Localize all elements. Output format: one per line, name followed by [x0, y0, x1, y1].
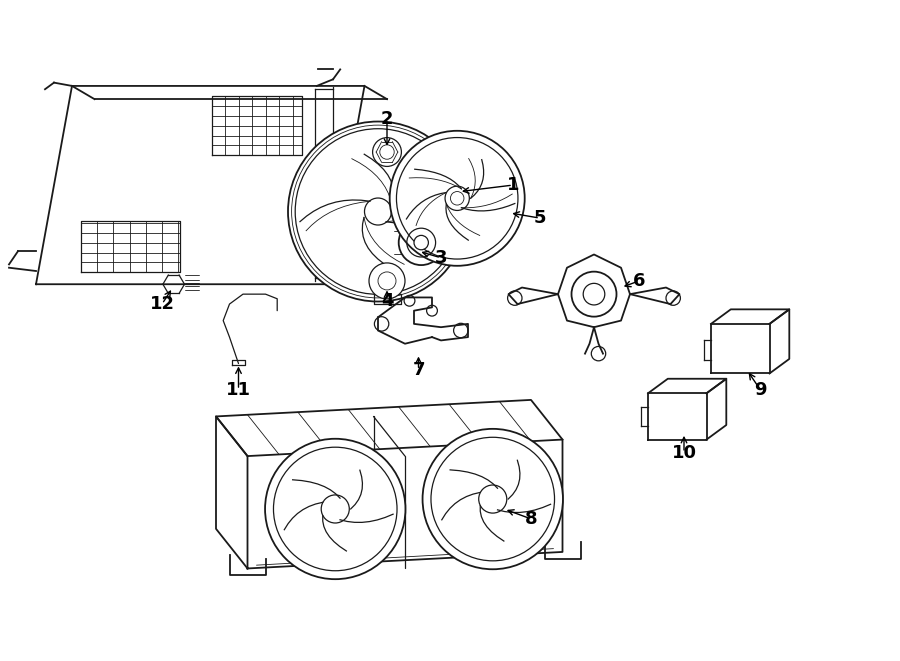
Circle shape	[321, 495, 349, 523]
Text: 8: 8	[525, 510, 537, 528]
Circle shape	[364, 198, 392, 225]
Circle shape	[399, 220, 444, 265]
Text: 12: 12	[149, 295, 175, 313]
Circle shape	[390, 131, 525, 266]
Text: 11: 11	[226, 381, 251, 399]
Text: 5: 5	[534, 209, 546, 227]
Text: 1: 1	[507, 176, 519, 194]
Text: 6: 6	[633, 272, 645, 290]
Text: 9: 9	[754, 381, 767, 399]
Circle shape	[288, 122, 468, 301]
Text: 4: 4	[381, 292, 393, 310]
Circle shape	[423, 429, 563, 569]
Circle shape	[373, 137, 401, 167]
Circle shape	[450, 192, 464, 205]
Circle shape	[266, 439, 406, 579]
Text: 10: 10	[671, 444, 697, 462]
Circle shape	[445, 186, 470, 210]
Text: 7: 7	[412, 361, 425, 379]
Text: 2: 2	[381, 110, 393, 128]
Circle shape	[414, 235, 428, 250]
Circle shape	[479, 485, 507, 513]
Circle shape	[369, 263, 405, 299]
Text: 3: 3	[435, 249, 447, 267]
